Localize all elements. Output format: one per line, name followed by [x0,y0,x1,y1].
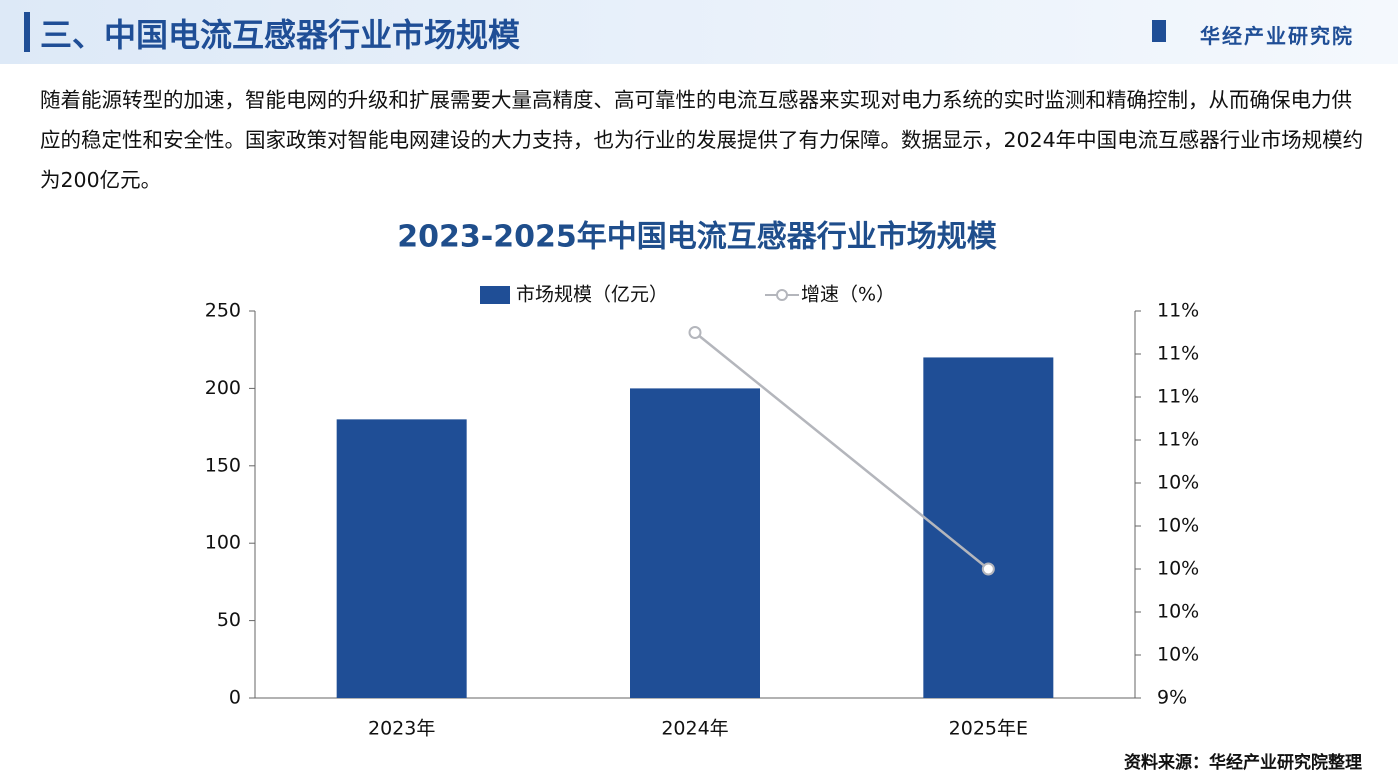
y-tick-label: 150 [205,454,241,476]
y2-tick-label: 9% [1157,687,1187,709]
bar [923,357,1054,698]
y-tick-label: 250 [205,300,241,322]
y2-tick-label: 10% [1157,515,1199,537]
y2-tick-label: 10% [1157,558,1199,580]
source: 资料来源：华经产业研究院整理 [1124,753,1362,773]
legend-marker [776,289,788,301]
legend-swatch [480,286,510,304]
accent-bar [24,12,30,52]
legend-label: 增速（%） [801,284,895,306]
y2-tick-label: 10% [1157,644,1199,666]
y-tick-label: 0 [229,687,241,709]
y2-tick-label: 11% [1157,343,1199,365]
line [694,331,990,570]
y2-tick-label: 11% [1157,300,1199,322]
y2-tick-label: 11% [1157,429,1199,451]
bar [630,388,760,698]
x-tick-label: 2024年 [661,718,728,740]
x-tick-label: 2025年E [949,718,1028,740]
line-marker [981,562,995,576]
header: 三、中国电流互感器行业市场规模 华经产业研究院 [0,0,1398,64]
logo [1152,20,1166,42]
y-tick-label: 200 [205,377,241,399]
intro-text: 随着能源转型的加速，智能电网的升级和扩展需要大量高精度、高可靠性的电流互感器来实… [40,88,1364,192]
x-tick-label: 2023年 [368,718,435,740]
bar [336,419,467,698]
line-marker [688,326,702,339]
y2-tick-label: 11% [1157,386,1199,408]
chart-title: 2023-2025年中国电流互感器行业市场规模 [397,220,996,255]
header-title: 三、中国电流互感器行业市场规模 [40,16,521,54]
brand: 华经产业研究院 [1200,24,1354,48]
y-tick-label: 50 [217,609,241,631]
y-tick-label: 100 [205,532,241,554]
y2-tick-label: 10% [1157,472,1199,494]
y2-tick-label: 10% [1157,601,1199,623]
legend-label: 市场规模（亿元） [516,284,668,306]
